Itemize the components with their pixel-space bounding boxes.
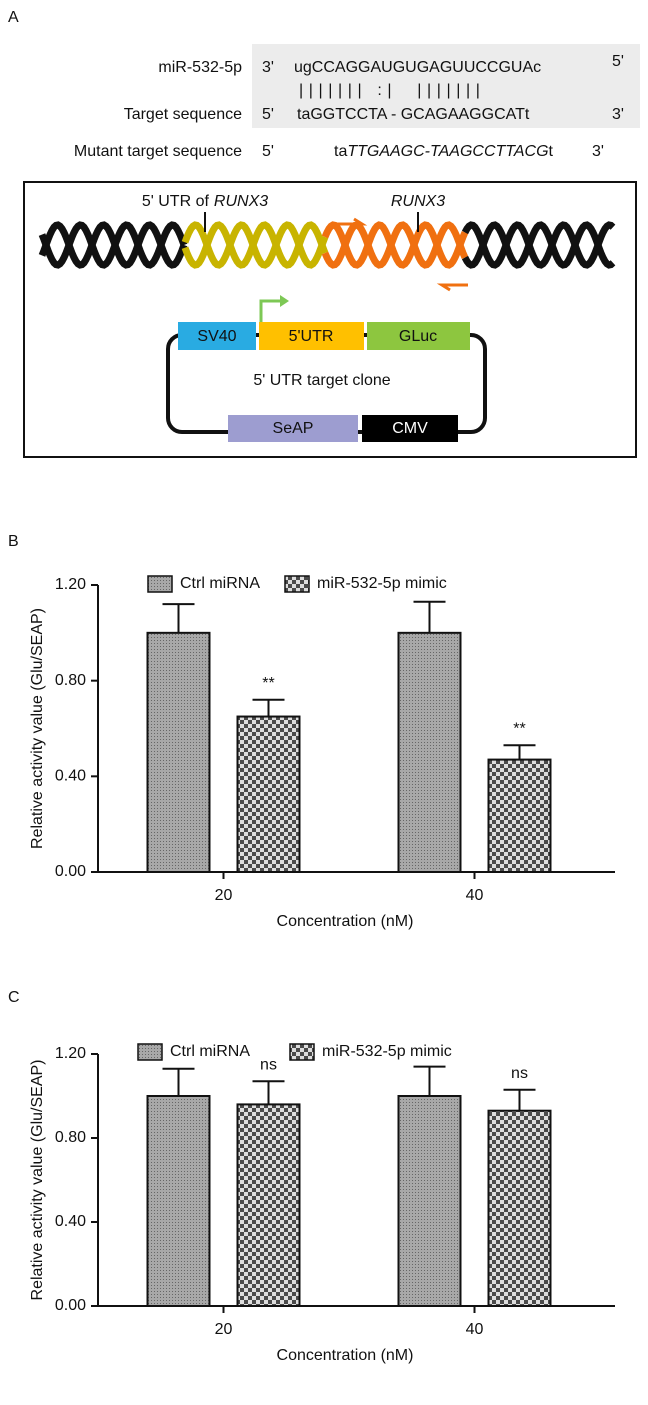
legend-swatch [289, 1043, 315, 1061]
promoter-arrow-head [280, 295, 289, 307]
sequence: taGGTCCTA - GCAGAAGGCATt [297, 106, 530, 123]
bar [397, 1095, 462, 1307]
annotation: ** [513, 720, 525, 737]
element-label: SeAP [273, 420, 314, 437]
annotation: ns [511, 1065, 528, 1082]
bar [146, 1095, 211, 1307]
primer-arrow [336, 217, 368, 226]
legend-label: miR-532-5p mimic [322, 1043, 452, 1060]
promoter-arrow [259, 299, 284, 322]
bar [236, 1103, 301, 1308]
y-axis-label: Relative activity value (Glu/SEAP) [29, 1060, 46, 1301]
helix-strand [321, 221, 469, 269]
bar [236, 715, 301, 874]
panel-label: A [8, 9, 19, 26]
row-label: miR-532-5p [158, 59, 242, 76]
legend-label: Ctrl miRNA [170, 1043, 250, 1060]
row-label: Mutant target sequence [74, 143, 242, 160]
end-label: 3' [592, 143, 604, 160]
sequence: taTTGAAGC-TAAGCCTTACGt [334, 143, 554, 160]
element-label: 5'UTR [289, 328, 334, 345]
y-tick-label: 1.20 [55, 576, 86, 593]
helix-strand [38, 221, 188, 269]
end-label: 5' [612, 53, 624, 70]
helix-strand [321, 221, 469, 269]
y-tick-label: 0.00 [55, 863, 86, 880]
legend-label: Ctrl miRNA [180, 575, 260, 592]
end-label: 5' [262, 143, 274, 160]
annotation: ns [260, 1057, 277, 1074]
y-axis-label: Relative activity value (Glu/SEAP) [29, 608, 46, 849]
utr-label-text: 5' UTR of [142, 193, 210, 210]
element-label: SV40 [197, 328, 236, 345]
construct-box [23, 181, 637, 458]
gluc-box [367, 322, 470, 350]
sequence: ugCCAGGAUGUGAGUUCCGUAc [294, 59, 541, 76]
helix-strand [461, 221, 616, 269]
utr-label-gene: RUNX3 [214, 193, 268, 210]
gene-label: RUNX3 [391, 193, 445, 210]
x-axis-label: Concentration (nM) [277, 913, 414, 930]
cmv-box [362, 415, 458, 442]
legend-swatch [137, 1043, 163, 1061]
x-tick-label: 40 [466, 887, 484, 904]
element-label: CMV [392, 420, 428, 437]
y-tick-label: 0.40 [55, 768, 86, 785]
element-label: GLuc [399, 328, 437, 345]
bar [397, 631, 462, 873]
bar [146, 631, 211, 873]
sequence-part: ta [334, 143, 347, 160]
sv40-box [178, 322, 256, 350]
helix-strand [461, 221, 616, 269]
primer-arrow [436, 283, 468, 292]
utr-box [259, 322, 364, 350]
sequence-part: t [549, 143, 554, 160]
panel-label: B [8, 533, 19, 550]
alignment-background [252, 44, 640, 128]
clone-label: 5' UTR target clone [253, 372, 390, 389]
sequence-part: TTGAAGC-TAAGCCTTACG [347, 143, 548, 160]
bar [487, 1109, 552, 1307]
y-tick-label: 1.20 [55, 1045, 86, 1062]
legend-swatch [147, 575, 173, 593]
helix [38, 221, 616, 269]
y-tick-label: 0.80 [55, 672, 86, 689]
x-tick-label: 40 [466, 1321, 484, 1338]
pairing: ||||||| :| ||||||| [299, 82, 486, 99]
end-label: 5' [262, 106, 274, 123]
seap-box [228, 415, 358, 442]
x-tick-label: 20 [215, 1321, 233, 1338]
end-label: 3' [612, 106, 624, 123]
helix-strand [181, 221, 329, 269]
x-tick-label: 20 [215, 887, 233, 904]
utr-label: 5' UTR of RUNX3 [142, 193, 268, 210]
legend-swatch [284, 575, 310, 593]
row-label: Target sequence [124, 106, 242, 123]
bar [487, 758, 552, 874]
x-axis-label: Concentration (nM) [277, 1347, 414, 1364]
panel-label: C [8, 989, 20, 1006]
y-tick-label: 0.00 [55, 1297, 86, 1314]
annotation: ** [262, 675, 274, 692]
legend-label: miR-532-5p mimic [317, 575, 447, 592]
y-tick-label: 0.80 [55, 1129, 86, 1146]
end-label: 3' [262, 59, 274, 76]
y-tick-label: 0.40 [55, 1213, 86, 1230]
